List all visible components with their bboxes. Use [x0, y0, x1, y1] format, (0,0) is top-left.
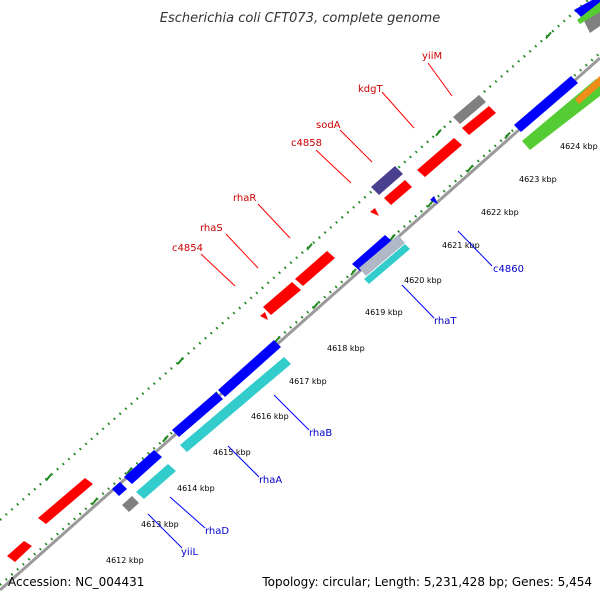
- kbp-tick-label: 4613 kbp: [141, 520, 179, 529]
- cds-reverse[interactable]: [112, 482, 127, 496]
- major-tick: [545, 31, 552, 40]
- gc-skew-track: [575, 76, 600, 104]
- kbp-tick-label: 4612 kbp: [106, 556, 144, 565]
- kbp-tick-label: 4617 kbp: [289, 377, 327, 386]
- gene-label-rhar[interactable]: rhaR: [233, 193, 256, 204]
- genome-stats: Topology: circular; Length: 5,231,428 bp…: [261, 575, 592, 589]
- major-tick: [435, 129, 442, 137]
- cds-forward[interactable]: [384, 180, 412, 205]
- accession-label: Accession: NC_004431: [8, 575, 144, 589]
- kbp-tick-label: 4614 kbp: [177, 484, 215, 493]
- cds-forward-fragment[interactable]: [260, 312, 268, 320]
- major-tick: [162, 435, 169, 443]
- major-tick: [91, 498, 98, 506]
- cds-reverse[interactable]: [124, 450, 162, 484]
- cds-forward[interactable]: [462, 106, 496, 135]
- kbp-tick-label: 4619 kbp: [365, 308, 403, 317]
- kbp-tick-label: 4623 kbp: [519, 175, 557, 184]
- gene-leader-line: [169, 496, 206, 529]
- kbp-tick-label: 4620 kbp: [404, 276, 442, 285]
- gene-leader-line: [257, 203, 291, 239]
- gene-labels: yiiM kdgT sodA c4858 rhaR rhaS c4854 c4860 rhaT r…: [172, 51, 524, 558]
- kbp-tick-labels: 4612 kbp 4613 kbp 4614 kbp 4615 kbp 4616 kbp…: [106, 142, 598, 565]
- kbp-tick-label: 4616 kbp: [251, 412, 289, 421]
- blast-hit: [364, 244, 410, 284]
- misc-feature[interactable]: [371, 166, 403, 195]
- kbp-tick-label: 4615 kbp: [213, 448, 251, 457]
- gene-label-rhas[interactable]: rhaS: [200, 223, 223, 234]
- gene-leader-line: [339, 129, 373, 163]
- genome-title: Escherichia coli CFT073, complete genome: [160, 11, 440, 26]
- gene-leader-line: [225, 233, 259, 269]
- cds-forward-fragment[interactable]: [370, 208, 379, 216]
- cds-forward[interactable]: [263, 282, 301, 315]
- gene-leader-line: [401, 284, 435, 319]
- gene-leader-lines: [147, 62, 493, 549]
- gene-label-rhad[interactable]: rhaD: [205, 526, 229, 537]
- gene-leader-line: [427, 62, 453, 97]
- gene-label-soda[interactable]: sodA: [316, 120, 341, 131]
- major-tick: [45, 473, 52, 482]
- outer-tick-track: [0, 0, 589, 521]
- major-tick: [504, 131, 511, 140]
- gene-label-rhab[interactable]: rhaB: [309, 428, 332, 439]
- gene-label-yiim[interactable]: yiiM: [422, 51, 442, 62]
- cds-forward[interactable]: [295, 251, 335, 286]
- cds-reverse[interactable]: [574, 0, 600, 17]
- gene-label-c4860[interactable]: c4860: [493, 264, 524, 275]
- gene-leader-line: [457, 230, 493, 267]
- gene-label-yiil[interactable]: yiiL: [181, 547, 198, 558]
- cds-forward[interactable]: [417, 138, 462, 177]
- gene-label-rhat[interactable]: rhaT: [434, 316, 457, 327]
- gene-label-c4858[interactable]: c4858: [291, 138, 322, 149]
- genome-backbone: [0, 56, 600, 592]
- gene-label-kdgt[interactable]: kdgT: [358, 84, 383, 95]
- gene-leader-line: [227, 445, 260, 478]
- kbp-tick-label: 4624 kbp: [560, 142, 598, 151]
- kbp-tick-label: 4622 kbp: [481, 208, 519, 217]
- cds-forward[interactable]: [7, 541, 32, 562]
- gene-leader-line: [381, 91, 415, 129]
- blast-hit-weak: [359, 235, 405, 276]
- gc-content-track: [577, 2, 600, 24]
- blast-hit: [180, 357, 291, 452]
- kbp-tick-label: 4618 kbp: [327, 344, 365, 353]
- major-tick: [350, 268, 357, 276]
- major-tick: [466, 165, 473, 173]
- blast-hit: [136, 464, 176, 499]
- gene-leader-line: [200, 253, 236, 287]
- major-tick: [389, 233, 396, 242]
- gene-leader-line: [273, 394, 310, 431]
- feature-track: [7, 0, 600, 562]
- major-tick: [274, 335, 281, 344]
- major-tick: [177, 357, 184, 365]
- cds-reverse-fragment[interactable]: [430, 196, 438, 204]
- major-tick: [126, 466, 133, 475]
- cds-reverse[interactable]: [172, 392, 223, 437]
- gene-leader-line: [147, 513, 183, 549]
- gene-label-c4854[interactable]: c4854: [172, 243, 203, 254]
- cds-reverse[interactable]: [514, 76, 578, 132]
- major-tick: [312, 302, 319, 310]
- rna-feature[interactable]: [453, 95, 486, 124]
- gene-label-rhaa[interactable]: rhaA: [259, 475, 282, 486]
- gene-leader-line: [315, 149, 352, 184]
- outer-major-ticks: [45, 31, 552, 482]
- rna-feature[interactable]: [122, 496, 139, 512]
- cds-reverse[interactable]: [218, 340, 281, 397]
- cds-reverse[interactable]: [352, 235, 393, 271]
- cds-forward[interactable]: [38, 478, 93, 524]
- kbp-tick-label: 4621 kbp: [442, 241, 480, 250]
- major-tick: [427, 200, 434, 208]
- major-tick: [306, 243, 313, 251]
